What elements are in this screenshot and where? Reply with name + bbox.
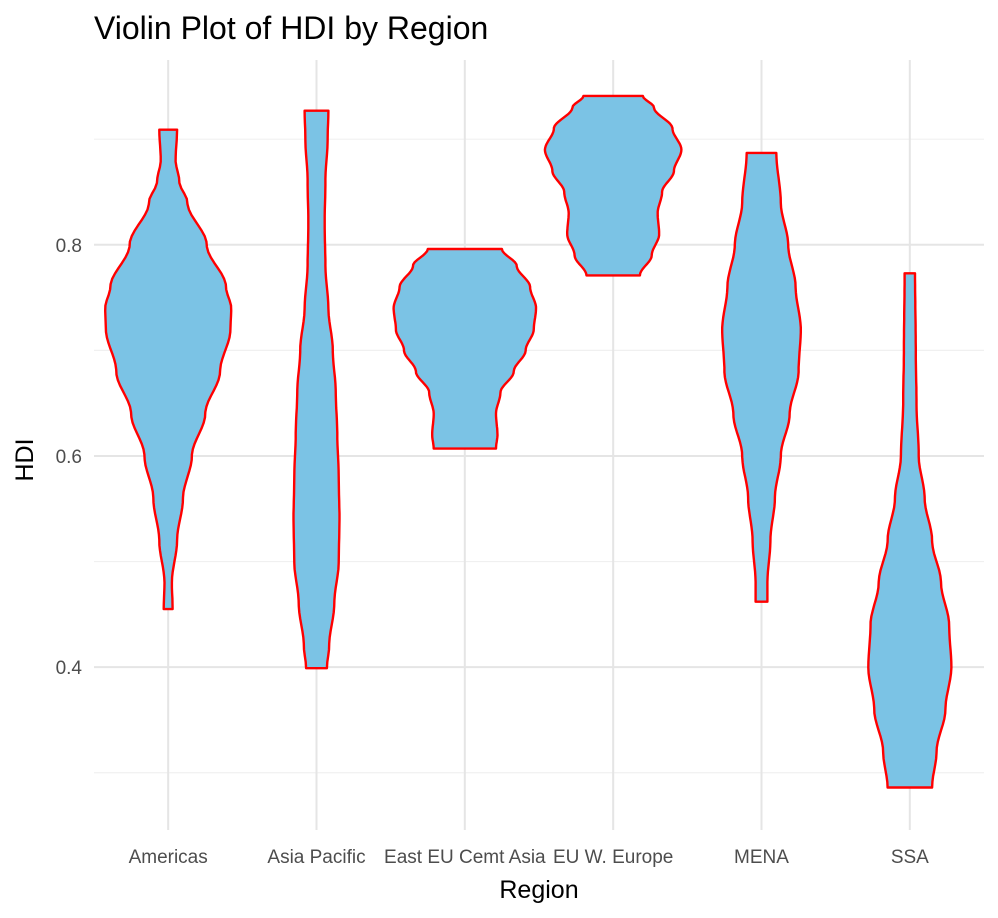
violins — [104, 94, 953, 789]
chart-title: Violin Plot of HDI by Region — [94, 10, 488, 46]
violin-east-eu-cemt-asia — [392, 247, 538, 450]
violin-americas — [104, 128, 233, 611]
violin-ssa — [867, 272, 953, 789]
x-tick-label: Asia Pacific — [267, 847, 365, 868]
y-axis-title: HDI — [11, 438, 39, 481]
x-tick-label: EU W. Europe — [553, 847, 673, 868]
y-tick-label: 0.6 — [56, 447, 82, 468]
x-axis-ticks: Americas Asia Pacific East EU Cemt Asia EU … — [129, 847, 930, 868]
x-tick-label: Americas — [129, 847, 208, 868]
violin-eu-w-europe — [543, 94, 683, 277]
grid-lines — [94, 60, 984, 830]
x-tick-label: East EU Cemt Asia — [384, 847, 546, 868]
violin-asia-pacific — [292, 109, 341, 670]
y-tick-label: 0.8 — [56, 236, 82, 257]
x-tick-label: SSA — [891, 847, 929, 868]
x-axis-title: Region — [499, 876, 578, 904]
y-tick-label: 0.4 — [56, 658, 83, 679]
x-tick-label: MENA — [734, 847, 789, 868]
violin-mena — [721, 151, 802, 603]
y-axis-ticks: 0.4 0.6 0.8 — [56, 236, 83, 679]
